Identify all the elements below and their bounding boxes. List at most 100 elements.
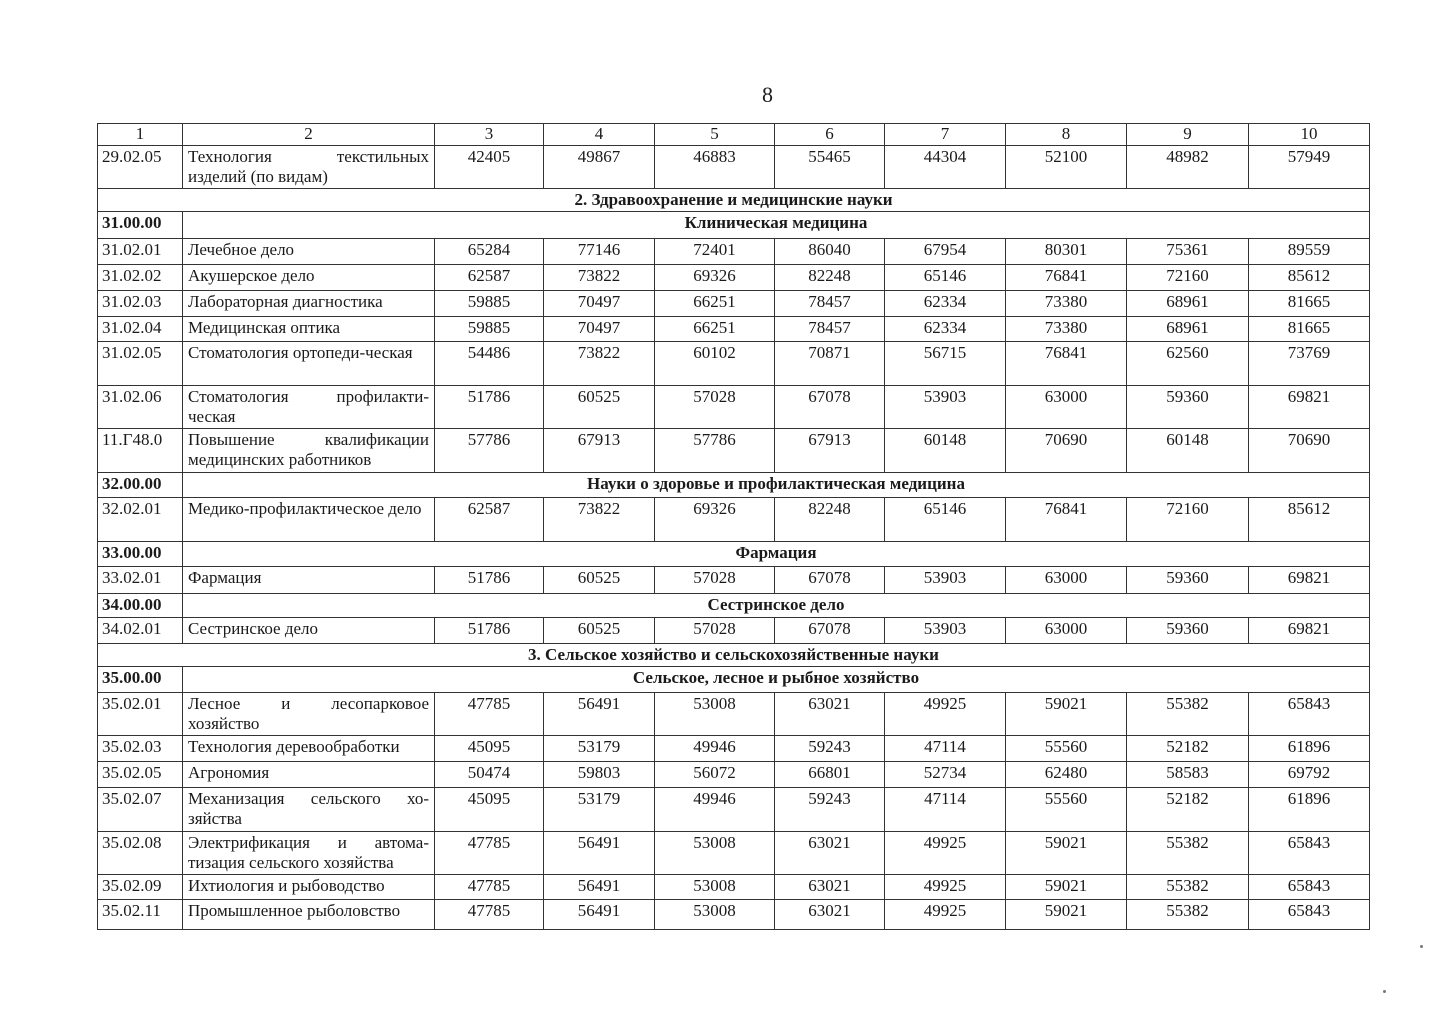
value-cell: 68961 (1126, 316, 1249, 342)
value-cell: 51786 (434, 566, 544, 594)
value-cell: 59360 (1126, 385, 1249, 429)
value-cell: 63021 (774, 831, 885, 875)
value-cell: 69821 (1248, 617, 1370, 644)
value-cell: 47114 (884, 787, 1006, 832)
specialty-name: Стоматология профилакти-ческая (182, 385, 435, 429)
value-cell: 72160 (1126, 497, 1249, 542)
value-cell: 69792 (1248, 761, 1370, 788)
value-cell: 62560 (1126, 341, 1249, 386)
value-cell: 76841 (1005, 497, 1127, 542)
group-code: 34.00.00 (97, 593, 183, 618)
value-cell: 49925 (884, 874, 1006, 900)
value-cell: 69326 (654, 264, 775, 291)
value-cell: 55560 (1005, 787, 1127, 832)
value-cell: 80301 (1005, 238, 1127, 265)
group-header-row: 31.00.00 Клиническая медицина (97, 211, 1370, 239)
value-cell: 53903 (884, 385, 1006, 429)
group-code: 33.00.00 (97, 541, 183, 567)
specialty-code: 11.Г48.0 (97, 428, 183, 473)
value-cell: 55382 (1126, 692, 1249, 736)
column-header: 1 (97, 123, 183, 146)
section-header-row: 3. Сельское хозяйство и сельскохозяйстве… (97, 643, 1370, 667)
value-cell: 49925 (884, 831, 1006, 875)
column-header: 10 (1248, 123, 1370, 146)
value-cell: 67913 (774, 428, 885, 473)
value-cell: 50474 (434, 761, 544, 788)
salary-table: 1 2 3 4 5 6 7 8 9 10 29.02.05 Технология … (97, 123, 1370, 930)
value-cell: 73822 (543, 264, 655, 291)
specialty-code: 31.02.03 (97, 290, 183, 317)
value-cell: 57028 (654, 566, 775, 594)
value-cell: 47785 (434, 692, 544, 736)
table-row: 35.02.09 Ихтиология и рыбоводство 47785 564… (97, 874, 1370, 900)
specialty-name: Акушерское дело (182, 264, 435, 291)
value-cell: 48982 (1126, 145, 1249, 189)
group-title: Сестринское дело (182, 593, 1370, 618)
value-cell: 81665 (1248, 316, 1370, 342)
value-cell: 66251 (654, 290, 775, 317)
value-cell: 78457 (774, 316, 885, 342)
value-cell: 62587 (434, 497, 544, 542)
value-cell: 73380 (1005, 290, 1127, 317)
value-cell: 73380 (1005, 316, 1127, 342)
value-cell: 60148 (1126, 428, 1249, 473)
value-cell: 53179 (543, 787, 655, 832)
specialty-name: Лечебное дело (182, 238, 435, 265)
value-cell: 56491 (543, 692, 655, 736)
column-number-header-row: 1 2 3 4 5 6 7 8 9 10 (97, 123, 1370, 146)
specialty-name: Агрономия (182, 761, 435, 788)
value-cell: 65284 (434, 238, 544, 265)
group-code: 32.00.00 (97, 472, 183, 498)
specialty-name: Фармация (182, 566, 435, 594)
value-cell: 52182 (1126, 735, 1249, 762)
specialty-name: Лесное и лесопарковое хозяйство (182, 692, 435, 736)
value-cell: 60525 (543, 566, 655, 594)
value-cell: 57949 (1248, 145, 1370, 189)
value-cell: 59021 (1005, 899, 1127, 930)
specialty-code: 35.02.08 (97, 831, 183, 875)
value-cell: 49867 (543, 145, 655, 189)
specialty-name: Электрификация и автома-тизация сельског… (182, 831, 435, 875)
table-row: 35.02.11 Промышленное рыболовство 47785 564… (97, 899, 1370, 930)
specialty-name: Медицинская оптика (182, 316, 435, 342)
value-cell: 69821 (1248, 385, 1370, 429)
specialty-code: 31.02.02 (97, 264, 183, 291)
value-cell: 73769 (1248, 341, 1370, 386)
value-cell: 46883 (654, 145, 775, 189)
group-header-row: 34.00.00 Сестринское дело (97, 593, 1370, 618)
value-cell: 56491 (543, 874, 655, 900)
value-cell: 73822 (543, 341, 655, 386)
value-cell: 62334 (884, 290, 1006, 317)
value-cell: 76841 (1005, 341, 1127, 386)
value-cell: 60525 (543, 617, 655, 644)
group-header-row: 32.00.00 Науки о здоровье и профилактичес… (97, 472, 1370, 498)
specialty-code: 31.02.05 (97, 341, 183, 386)
value-cell: 52100 (1005, 145, 1127, 189)
value-cell: 53903 (884, 617, 1006, 644)
specialty-name: Сестринское дело (182, 617, 435, 644)
specialty-code: 35.02.07 (97, 787, 183, 832)
group-code: 35.00.00 (97, 666, 183, 693)
value-cell: 53008 (654, 874, 775, 900)
value-cell: 86040 (774, 238, 885, 265)
value-cell: 59243 (774, 787, 885, 832)
column-header: 2 (182, 123, 435, 146)
value-cell: 55382 (1126, 874, 1249, 900)
specialty-code: 29.02.05 (97, 145, 183, 189)
value-cell: 85612 (1248, 497, 1370, 542)
value-cell: 77146 (543, 238, 655, 265)
value-cell: 67078 (774, 385, 885, 429)
group-title: Сельское, лесное и рыбное хозяйство (182, 666, 1370, 693)
value-cell: 53179 (543, 735, 655, 762)
value-cell: 66251 (654, 316, 775, 342)
value-cell: 69326 (654, 497, 775, 542)
value-cell: 67078 (774, 566, 885, 594)
value-cell: 56715 (884, 341, 1006, 386)
value-cell: 85612 (1248, 264, 1370, 291)
value-cell: 53903 (884, 566, 1006, 594)
column-header: 5 (654, 123, 775, 146)
value-cell: 70871 (774, 341, 885, 386)
value-cell: 62480 (1005, 761, 1127, 788)
value-cell: 67954 (884, 238, 1006, 265)
column-header: 8 (1005, 123, 1127, 146)
